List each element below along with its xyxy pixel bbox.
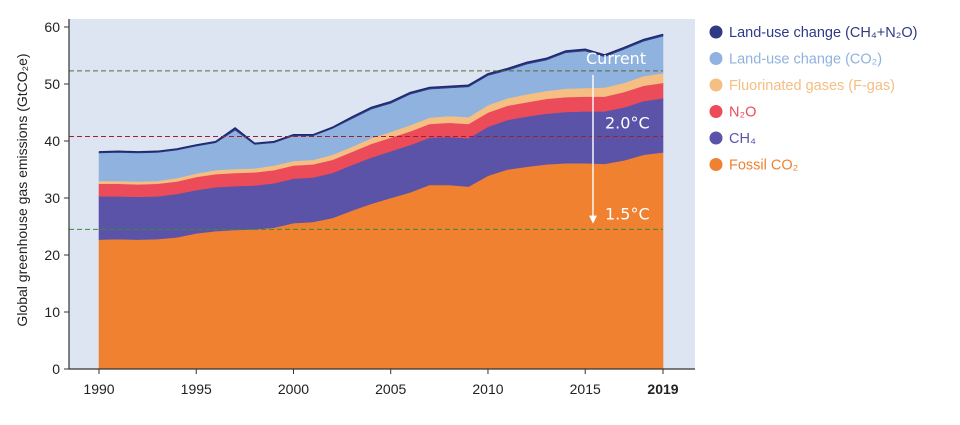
reference-label-1: 2.0°C (605, 113, 650, 132)
reference-label-0: Current (586, 49, 646, 68)
annotations: Current 2.0°C 1.5°C (586, 49, 650, 224)
axes (68, 19, 695, 370)
y-tick-label-3: 30 (44, 190, 60, 206)
series-areas (98, 33, 664, 370)
reference-label-2: 1.5°C (605, 204, 650, 223)
y-tick-label-4: 40 (44, 133, 60, 149)
x-tick-label-3: 2005 (375, 381, 406, 397)
legend-swatch-0 (709, 25, 723, 39)
legend: Land-use change (CH₄+N₂O) Land-use change… (709, 25, 917, 174)
legend-label-5: Fossil CO₂ (729, 158, 798, 174)
legend-swatch-2 (709, 78, 723, 92)
x-tick-label-2: 2000 (278, 381, 309, 397)
x-tick-label-5: 2015 (570, 381, 601, 397)
legend-swatch-5 (709, 158, 723, 171)
x-tick-label-6: 2019 (647, 381, 678, 397)
legend-label-4: CH₄ (729, 131, 756, 147)
legend-swatch-4 (709, 131, 723, 145)
legend-label-3: N₂O (729, 105, 756, 121)
axis-ticks: 0 10 20 30 40 50 60 1990 1995 2000 2005 2010 2015 201… (44, 19, 678, 397)
x-tick-label-4: 2010 (472, 381, 503, 397)
legend-swatch-1 (709, 52, 723, 65)
total-outline (98, 33, 664, 153)
x-tick-label-1: 1995 (181, 381, 212, 397)
y-tick-label-5: 50 (44, 76, 60, 92)
x-tick-label-0: 1990 (83, 381, 114, 397)
legend-label-2: Fluorinated gases (F-gas) (729, 78, 895, 94)
legend-swatch-3 (709, 105, 723, 118)
y-axis-label: Global greenhouse gas emissions (GtCO₂e) (14, 53, 30, 326)
legend-label-0: Land-use change (CH₄+N₂O) (729, 25, 917, 41)
y-tick-label-0: 0 (52, 361, 60, 377)
reference-lines (69, 70, 663, 230)
legend-label-1: Land-use change (CO₂) (729, 52, 882, 68)
y-tick-label-6: 60 (44, 19, 60, 35)
y-tick-label-2: 20 (44, 247, 60, 263)
arrow-head (588, 215, 597, 224)
y-tick-label-1: 10 (44, 304, 60, 320)
